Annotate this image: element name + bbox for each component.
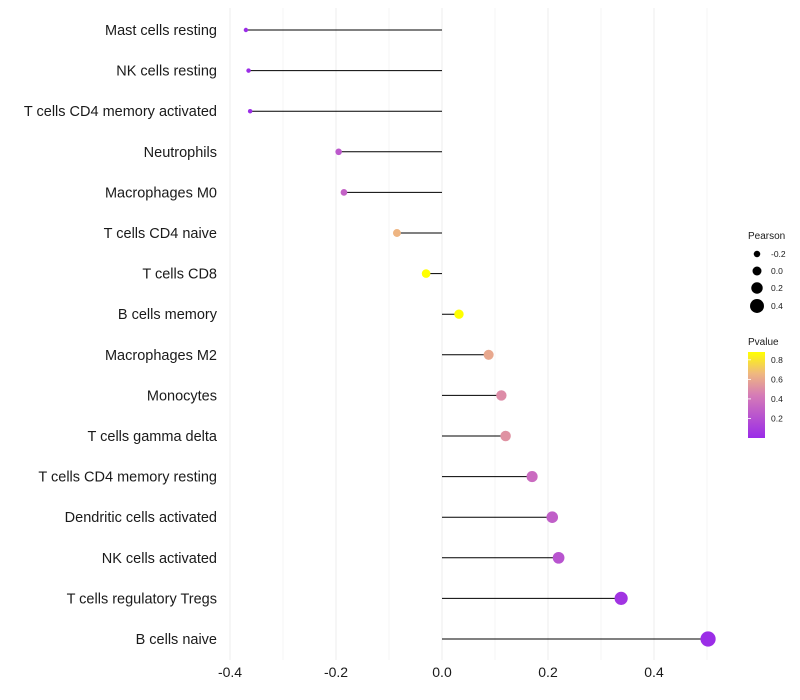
data-point [421,269,431,278]
color-legend-label: 0.2 [771,413,783,423]
y-tick-label: Neutrophils [144,145,217,161]
size-legend-title: Pearson [748,231,785,242]
size-legend-label: 0.0 [771,266,783,276]
x-tick-label: 0.2 [538,664,558,680]
stems [245,29,709,640]
y-tick-label: T cells CD8 [142,267,217,283]
x-tick-label: -0.4 [218,664,242,680]
y-tick-label: T cells regulatory Tregs [67,591,217,607]
size-legend-dot [751,282,763,294]
y-tick-label: T cells CD4 memory activated [24,104,217,120]
size-legend-dot [750,299,764,313]
y-tick-label: T cells CD4 naive [104,226,217,242]
color-legend-label: 0.8 [771,355,783,365]
data-point [526,471,538,483]
size-legend-label: -0.2 [771,249,786,259]
size-legend: Pearson -0.2 0.0 0.2 0.4 [748,231,786,313]
data-point [700,631,716,647]
data-point [546,511,559,523]
points [243,27,716,647]
size-legend-label: 0.2 [771,283,783,293]
y-tick-label: NK cells resting [116,64,217,80]
data-point [335,148,342,156]
data-point [483,349,494,360]
y-tick-label: Macrophages M0 [105,185,217,201]
color-legend-label: 0.4 [771,394,783,404]
color-legend-title: Pvalue [748,337,779,348]
x-tick-label: 0.4 [644,664,664,680]
size-legend-label: 0.4 [771,301,783,311]
y-tick-label: B cells naive [136,632,217,648]
y-tick-label: B cells memory [118,307,218,323]
data-point [340,189,348,196]
y-axis-labels: Mast cells resting NK cells resting T cell… [24,23,218,648]
data-point [552,551,565,564]
data-point [243,27,249,33]
y-tick-label: Monocytes [147,388,217,404]
x-tick-label: 0.0 [432,664,452,680]
grid-lines [229,8,708,660]
size-legend-dot [753,250,761,258]
data-point [247,108,253,114]
x-axis-ticks: -0.4 -0.2 0.0 0.2 0.4 [218,664,664,680]
data-point [392,229,401,237]
y-tick-label: Mast cells resting [105,23,217,39]
data-point [500,430,511,442]
data-point [614,591,628,605]
color-legend-bar [748,352,765,438]
x-tick-label: -0.2 [324,664,348,680]
size-legend-dot [752,266,762,276]
color-legend: Pvalue 0.8 0.6 0.4 0.2 [748,337,783,438]
data-point [454,309,464,319]
data-point [496,390,507,401]
color-legend-label: 0.6 [771,374,783,384]
y-tick-label: Dendritic cells activated [65,510,217,526]
data-point [246,68,251,73]
y-tick-label: T cells gamma delta [88,429,218,445]
y-tick-label: NK cells activated [102,551,217,567]
y-tick-label: T cells CD4 memory resting [38,470,217,486]
y-tick-label: Macrophages M2 [105,348,217,364]
